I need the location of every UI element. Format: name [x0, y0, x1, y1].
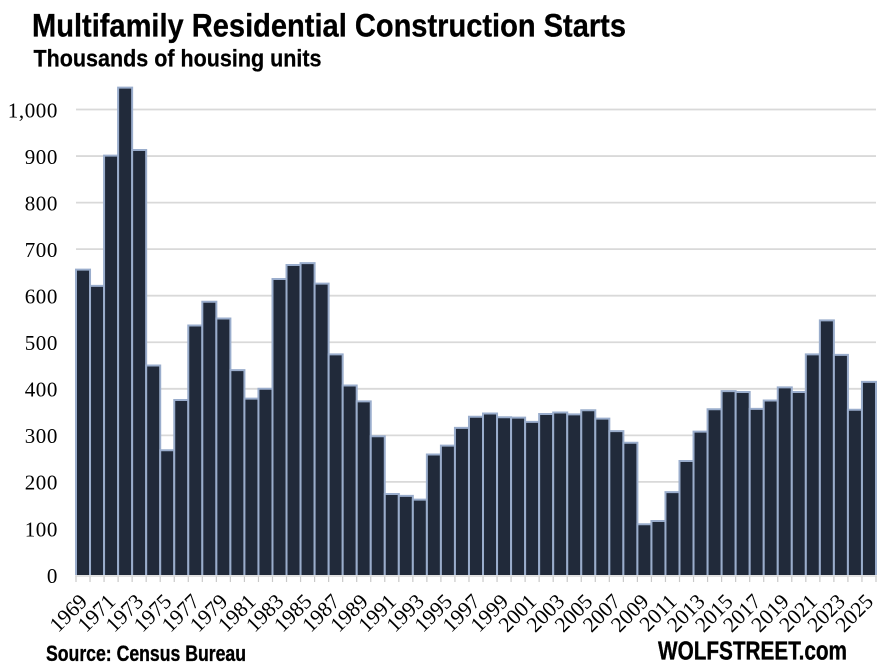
svg-text:Thousands of housing units: Thousands of housing units: [34, 46, 322, 73]
svg-text:600: 600: [25, 285, 58, 309]
svg-text:200: 200: [25, 471, 58, 495]
svg-text:1,000: 1,000: [8, 98, 58, 122]
svg-text:WOLFSTREET.com: WOLFSTREET.com: [658, 638, 847, 666]
svg-text:Source: Census Bureau: Source: Census Bureau: [46, 641, 246, 666]
svg-text:0: 0: [47, 564, 58, 588]
svg-text:400: 400: [25, 378, 58, 402]
svg-text:100: 100: [25, 517, 58, 541]
svg-text:500: 500: [25, 331, 58, 355]
svg-text:800: 800: [25, 191, 58, 215]
svg-text:700: 700: [25, 238, 58, 262]
svg-text:300: 300: [25, 424, 58, 448]
svg-text:900: 900: [25, 145, 58, 169]
svg-text:Multifamily Residential Constr: Multifamily Residential Construction Sta…: [32, 8, 626, 44]
